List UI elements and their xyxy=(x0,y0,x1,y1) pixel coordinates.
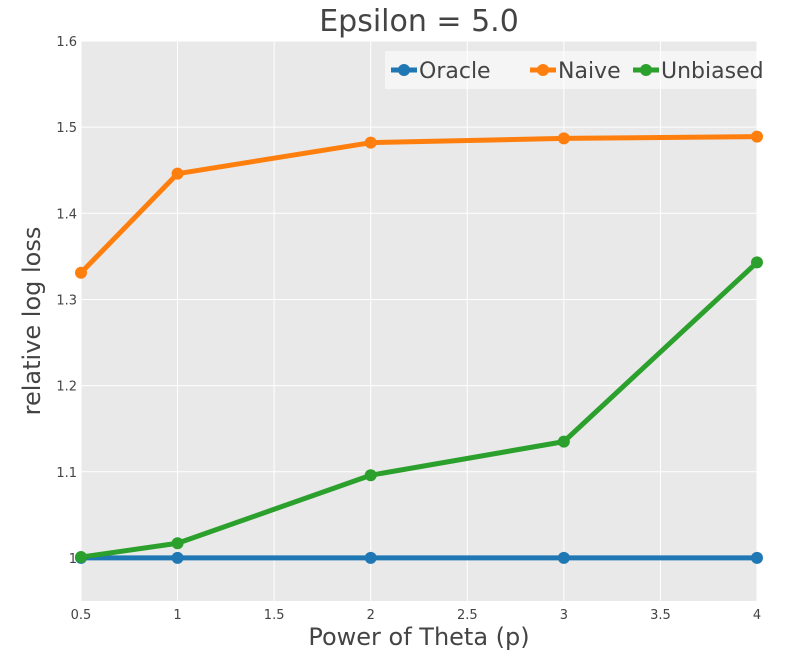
data-point xyxy=(171,167,184,180)
data-point xyxy=(557,551,570,564)
legend-item-oracle[interactable]: Oracle xyxy=(391,59,491,84)
x-tick-label: 0.5 xyxy=(71,608,92,623)
legend-swatch-marker xyxy=(537,64,549,76)
data-point xyxy=(364,136,377,149)
x-tick-label: 1 xyxy=(173,608,181,623)
x-tick-label: 4 xyxy=(753,608,761,623)
x-tick-label: 2 xyxy=(367,608,375,623)
x-tick-label: 3 xyxy=(560,608,568,623)
data-point xyxy=(751,256,763,269)
legend-swatch-marker xyxy=(640,64,652,76)
data-point xyxy=(557,435,570,448)
y-tick-label: 1.1 xyxy=(56,466,77,481)
data-point xyxy=(75,266,87,279)
legend-label: Oracle xyxy=(419,59,491,84)
series-unbiased xyxy=(75,256,763,564)
y-tick-label: 1.3 xyxy=(56,293,77,308)
y-tick-label: 1.5 xyxy=(56,121,77,136)
legend-swatch-marker xyxy=(398,64,410,76)
legend-item-unbiased[interactable]: Unbiased xyxy=(633,59,764,84)
y-tick-label: 1.4 xyxy=(56,207,77,222)
data-point xyxy=(364,469,377,482)
series-layer xyxy=(75,130,763,564)
legend[interactable]: Oracle Naive Unbiased xyxy=(385,51,776,89)
x-tick-label: 1.5 xyxy=(264,608,285,623)
legend-item-naive[interactable]: Naive xyxy=(530,59,621,84)
x-axis-title: Power of Theta (p) xyxy=(308,623,529,651)
y-tick-label: 1.2 xyxy=(56,380,77,395)
legend-label: Unbiased xyxy=(661,59,764,84)
legend-box xyxy=(385,51,776,89)
y-axis-ticks: 1 1.1 1.2 1.3 1.4 1.5 1.6 xyxy=(56,35,77,567)
data-point xyxy=(171,551,184,564)
plot-area xyxy=(81,41,757,601)
data-point xyxy=(171,537,184,550)
chart-title: Epsilon = 5.0 xyxy=(319,4,519,39)
data-point xyxy=(557,132,570,145)
series-naive xyxy=(75,130,763,279)
x-tick-label: 3.5 xyxy=(650,608,671,623)
y-tick-label: 1 xyxy=(69,552,77,567)
data-point xyxy=(751,551,763,564)
data-point xyxy=(751,130,763,143)
data-point xyxy=(75,551,87,564)
x-axis-ticks: 0.5 1 1.5 2 2.5 3 3.5 4 xyxy=(71,608,761,623)
y-axis-title: relative log loss xyxy=(18,227,46,416)
data-point xyxy=(364,551,377,564)
y-tick-label: 1.6 xyxy=(56,35,77,50)
legend-label: Naive xyxy=(558,59,621,84)
x-tick-label: 2.5 xyxy=(457,608,478,623)
